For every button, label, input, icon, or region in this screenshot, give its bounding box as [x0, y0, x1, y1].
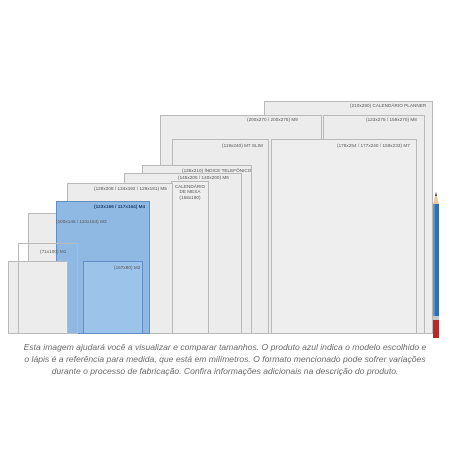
pencil-icon	[433, 192, 439, 338]
label-m6: (145x205 / 140x200) M6	[178, 175, 229, 180]
caption-line-1: Esta imagem ajudará você a visualizar e …	[23, 342, 427, 352]
label-m2: (167x80) M2	[114, 265, 141, 270]
sheet-calendario-mesa	[171, 181, 209, 334]
label-m3: (100x146 / 110x154) M3	[56, 219, 107, 224]
caption: Esta imagem ajudará você a visualizar e …	[10, 341, 440, 378]
label-m7-slim: (119x240) M7 SLIM	[222, 143, 263, 148]
calendario-mesa-size: (158x190)	[179, 194, 201, 200]
sheet-m2	[83, 261, 143, 334]
size-comparison-diagram: (210x290) CALENDÁRIO PLANNER (200x270 / …	[8, 101, 439, 338]
label-m5: (128x208 / 134x192 / 129x181) M5	[94, 186, 167, 191]
sheet-m1-back	[18, 243, 78, 334]
caption-line-3: durante o processo de fabricação. Confir…	[51, 366, 399, 377]
label-m6-indice: (135x210) ÍNDICE TELEFÔNICO	[182, 168, 252, 173]
label-m8: (123x275 / 159x270) M8	[366, 117, 417, 122]
label-m7: (178x254 / 177x240 / 159x233) M7	[337, 143, 410, 148]
label-m4: (123x166 / 117x164) M4	[94, 204, 146, 209]
calendario-mesa-title: CALENDÁRIO DE MESA	[174, 184, 206, 195]
sheet-m7	[271, 139, 417, 334]
label-m8-planner: (210x290) CALENDÁRIO PLANNER	[350, 103, 427, 108]
label-m9: (200x270 / 200x275) M9	[247, 117, 298, 122]
label-calendario-mesa: CALENDÁRIO DE MESA (158x190)	[172, 184, 208, 200]
caption-line-2: o lápis é a referência para medida, que …	[24, 354, 426, 365]
label-m1: (71x100) M1	[40, 249, 67, 254]
